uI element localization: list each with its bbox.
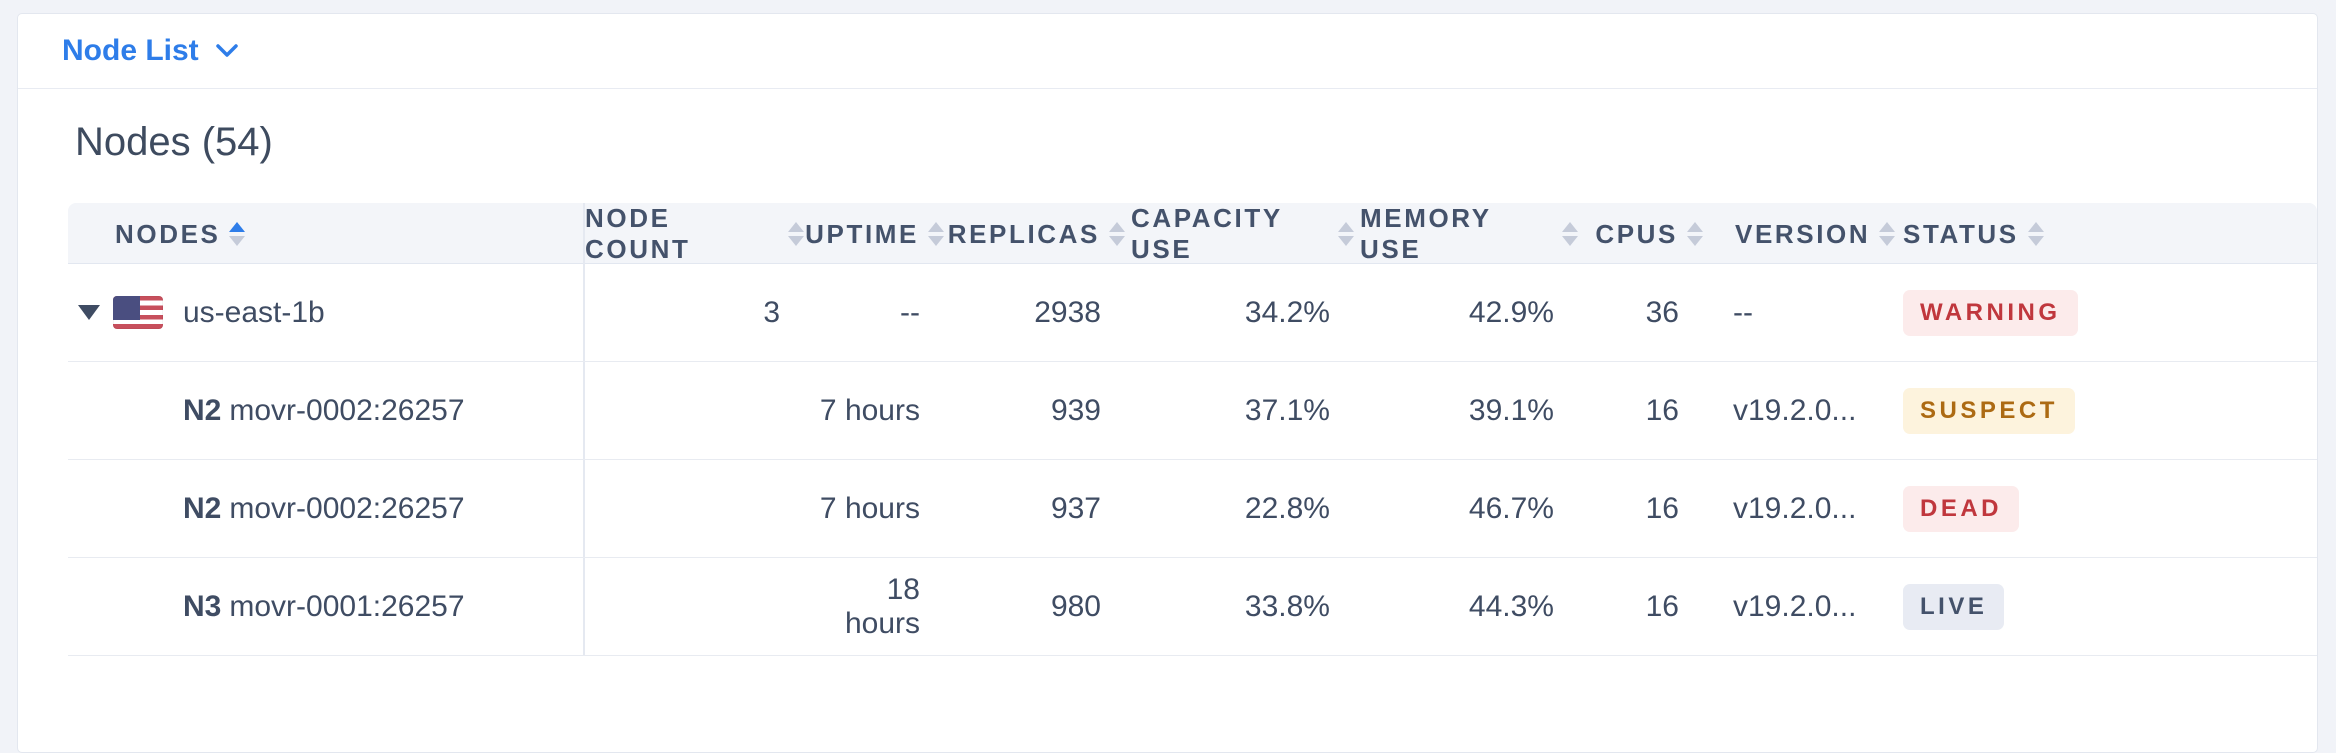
column-header-node-count[interactable]: NODE COUNT [585, 203, 810, 265]
status-badge: DEAD [1903, 485, 2020, 532]
node-count-cell: 3 [763, 295, 780, 329]
column-header-nodes[interactable]: NODES [68, 203, 585, 265]
column-header-capacity-use[interactable]: CAPACITY USE [1131, 203, 1360, 265]
node-name-cell[interactable]: N2 movr-0002:26257 [68, 362, 585, 459]
node-list-card: Node List Nodes (54) NODES NODE COUNT UP… [17, 13, 2318, 753]
node-address: movr-0002:26257 [229, 393, 465, 427]
capacity-use-cell: 22.8% [1244, 491, 1330, 525]
cpus-cell: 16 [1645, 589, 1679, 623]
node-name-cell[interactable]: N3 movr-0001:26257 [68, 558, 585, 655]
memory-use-cell: 44.3% [1468, 589, 1554, 623]
column-header-cpus[interactable]: CPUS [1584, 203, 1709, 265]
memory-use-cell: 46.7% [1468, 491, 1554, 525]
table-header-row: NODES NODE COUNT UPTIME REPLICAS CAPACIT… [68, 203, 2317, 265]
version-cell: v19.2.0... [1733, 491, 1857, 525]
status-badge: SUSPECT [1903, 387, 2075, 434]
replicas-cell: 939 [1050, 393, 1101, 427]
view-selector-label: Node List [62, 34, 199, 67]
memory-use-cell: 42.9% [1468, 295, 1554, 329]
replicas-cell: 2938 [1034, 295, 1101, 329]
replicas-cell: 980 [1050, 589, 1101, 623]
us-flag-icon [113, 296, 163, 329]
region-name: us-east-1b [183, 295, 325, 329]
page-title: Nodes (54) [75, 120, 273, 164]
table-row-node[interactable]: N3 movr-0001:26257 18 hours 980 33.8% 44… [68, 558, 2317, 656]
column-header-replicas[interactable]: REPLICAS [948, 203, 1131, 265]
status-badge: WARNING [1903, 289, 2078, 336]
collapse-region-icon[interactable] [78, 305, 100, 320]
capacity-use-cell: 33.8% [1244, 589, 1330, 623]
node-name-cell[interactable]: N2 movr-0002:26257 [68, 460, 585, 557]
node-id: N2 [183, 491, 222, 525]
nodes-table: NODES NODE COUNT UPTIME REPLICAS CAPACIT… [68, 203, 2317, 656]
node-address: movr-0002:26257 [229, 491, 465, 525]
sort-icon[interactable] [788, 222, 804, 246]
column-header-version[interactable]: VERSION [1709, 203, 1896, 265]
column-header-uptime[interactable]: UPTIME [805, 203, 950, 265]
sort-icon[interactable] [229, 222, 246, 246]
sort-icon[interactable] [1687, 222, 1703, 246]
sort-icon[interactable] [2027, 222, 2044, 246]
uptime-cell: 18 hours [844, 572, 920, 640]
sort-icon[interactable] [1338, 222, 1354, 246]
column-header-status[interactable]: STATUS [1877, 203, 2317, 265]
node-id: N3 [183, 589, 222, 623]
cpus-cell: 36 [1645, 295, 1679, 329]
uptime-cell: -- [900, 295, 920, 329]
status-cell: SUSPECT [1877, 387, 2317, 434]
sort-icon[interactable] [1562, 222, 1578, 246]
version-cell: v19.2.0... [1733, 589, 1857, 623]
cpus-cell: 16 [1645, 491, 1679, 525]
replicas-cell: 937 [1050, 491, 1101, 525]
sort-icon[interactable] [1879, 222, 1896, 246]
column-header-memory-use[interactable]: MEMORY USE [1360, 203, 1584, 265]
version-cell: v19.2.0... [1733, 393, 1857, 427]
status-cell: LIVE [1877, 583, 2317, 630]
table-row-region[interactable]: us-east-1b 3 -- 2938 34.2% 42.9% 36 -- W… [68, 264, 2317, 362]
sort-icon[interactable] [928, 222, 944, 246]
view-selector-dropdown[interactable]: Node List [62, 34, 239, 68]
table-row-node[interactable]: N2 movr-0002:26257 7 hours 937 22.8% 46.… [68, 460, 2317, 558]
sort-icon[interactable] [1109, 222, 1125, 246]
table-row-node[interactable]: N2 movr-0002:26257 7 hours 939 37.1% 39.… [68, 362, 2317, 460]
capacity-use-cell: 34.2% [1244, 295, 1330, 329]
node-id: N2 [183, 393, 222, 427]
capacity-use-cell: 37.1% [1244, 393, 1330, 427]
uptime-cell: 7 hours [819, 393, 920, 427]
region-name-cell: us-east-1b [68, 264, 585, 361]
status-cell: DEAD [1877, 485, 2317, 532]
chevron-down-icon [215, 44, 238, 57]
uptime-cell: 7 hours [819, 491, 920, 525]
status-cell: WARNING [1877, 289, 2317, 336]
cpus-cell: 16 [1645, 393, 1679, 427]
memory-use-cell: 39.1% [1468, 393, 1554, 427]
status-badge: LIVE [1903, 583, 2005, 630]
node-address: movr-0001:26257 [229, 589, 465, 623]
version-cell: -- [1733, 295, 1753, 329]
card-header: Node List [18, 14, 2317, 89]
